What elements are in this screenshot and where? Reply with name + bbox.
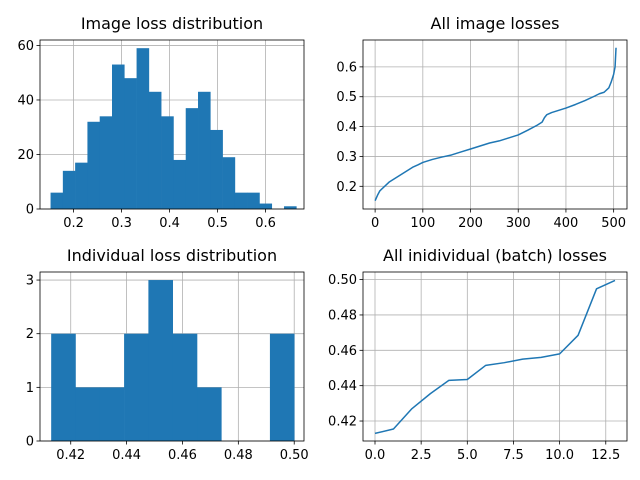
ind-hist-title: Individual loss distribution xyxy=(67,246,277,265)
img-hist-bar xyxy=(161,116,174,209)
img-hist-x-tick-label: 0.3 xyxy=(111,216,132,231)
img-hist-bar xyxy=(136,48,150,210)
batch-loss-x-tick-label: 7.5 xyxy=(503,448,524,463)
img-hist-bar xyxy=(259,203,273,209)
ind-hist-x-tick-label: 0.46 xyxy=(168,448,197,463)
img-loss-x-tick-label: 100 xyxy=(410,216,435,231)
img-loss-title: All image losses xyxy=(431,14,560,33)
img-hist-bar xyxy=(148,91,162,209)
img-hist-bar xyxy=(87,121,101,209)
ind-hist-y-tick-label: 1 xyxy=(26,381,34,396)
img-loss-x-tick-label: 400 xyxy=(554,216,579,231)
img-hist-x-tick-label: 0.5 xyxy=(207,216,228,231)
img-loss-axes-frame xyxy=(362,39,628,210)
batch-loss-y-tick-label: 0.44 xyxy=(328,379,357,394)
batch-loss-x-tick-label: 12.5 xyxy=(591,448,620,463)
batch-loss-x-tick-label: 10.0 xyxy=(545,448,574,463)
img-hist-bar xyxy=(112,64,125,209)
batch-loss-x-tick-label: 0.0 xyxy=(365,448,386,463)
img-hist-bar xyxy=(62,170,76,209)
img-hist-x-tick-label: 0.6 xyxy=(255,216,276,231)
ind-hist-bar xyxy=(148,280,173,441)
ind-hist-x-tick-label: 0.44 xyxy=(112,448,141,463)
all-image-losses-chart: 0 100 200 300 400 500 0.2 0.3 0.4 0.5 0.6 All image… xyxy=(336,14,628,231)
img-loss-x-tick-label: 200 xyxy=(458,216,483,231)
ind-hist-bar xyxy=(51,333,76,441)
ind-hist-y-tick-label: 0 xyxy=(26,435,34,450)
img-hist-bar xyxy=(75,162,88,209)
ind-hist-x-tick-label: 0.50 xyxy=(280,448,309,463)
img-hist-bar xyxy=(284,206,297,209)
img-hist-bar xyxy=(247,192,260,209)
img-hist-y-tick-label: 20 xyxy=(17,148,34,163)
img-hist-bar xyxy=(198,91,211,209)
batch-loss-title: All inidividual (batch) losses xyxy=(383,246,607,265)
ind-hist-y-tick-label: 3 xyxy=(26,274,34,289)
img-loss-series-line xyxy=(374,47,617,201)
img-hist-bar xyxy=(210,129,223,209)
img-hist-title: Image loss distribution xyxy=(81,14,263,33)
img-hist-y-tick-label: 0 xyxy=(26,203,34,218)
ind-hist-bar xyxy=(124,333,149,441)
ind-hist-bar xyxy=(197,387,222,441)
image-loss-distribution-chart: 0.2 0.3 0.4 0.5 0.6 0 20 40 60 Image loss distrib… xyxy=(17,14,305,231)
batch-loss-y-tick-label: 0.46 xyxy=(328,344,357,359)
img-hist-bar xyxy=(50,192,64,209)
img-loss-x-tick-label: 500 xyxy=(601,216,626,231)
ind-hist-x-tick-label: 0.42 xyxy=(56,448,85,463)
ind-hist-axes-frame xyxy=(39,271,305,442)
batch-loss-y-tick-label: 0.48 xyxy=(328,308,357,323)
img-loss-y-tick-label: 0.3 xyxy=(336,150,357,165)
ind-hist-bar xyxy=(99,387,125,441)
img-hist-bar xyxy=(222,157,236,209)
img-loss-x-tick-label: 300 xyxy=(506,216,531,231)
batch-loss-y-tick-label: 0.50 xyxy=(328,273,357,288)
img-loss-y-tick-label: 0.2 xyxy=(336,180,357,195)
ind-hist-bar xyxy=(269,333,295,441)
img-hist-axes-frame xyxy=(39,39,305,210)
img-hist-y-tick-label: 60 xyxy=(17,39,34,54)
img-hist-x-tick-label: 0.2 xyxy=(63,216,84,231)
img-loss-y-tick-label: 0.5 xyxy=(336,90,357,105)
batch-loss-axes-frame xyxy=(362,271,628,442)
batch-loss-x-tick-label: 5.0 xyxy=(457,448,478,463)
ind-hist-y-tick-label: 2 xyxy=(26,327,34,342)
ind-hist-x-tick-label: 0.48 xyxy=(224,448,253,463)
img-hist-y-tick-label: 40 xyxy=(17,93,34,108)
img-loss-y-tick-label: 0.4 xyxy=(336,120,357,135)
img-hist-bar xyxy=(185,108,199,209)
all-individual-batch-losses-chart: 0.0 2.5 5.0 7.5 10.0 12.5 0.42 0.44 0.46 0.48 0.50… xyxy=(328,246,628,463)
img-loss-y-tick-label: 0.6 xyxy=(336,60,357,75)
img-hist-bar xyxy=(234,192,248,209)
img-hist-bar xyxy=(173,159,187,209)
individual-loss-distribution-chart: 0.42 0.44 0.46 0.48 0.50 0 1 2 3 Individual loss … xyxy=(26,246,309,463)
batch-loss-y-tick-label: 0.42 xyxy=(328,415,357,430)
img-hist-bar xyxy=(124,78,137,210)
img-loss-x-tick-label: 0 xyxy=(371,216,379,231)
ind-hist-bar xyxy=(172,333,198,441)
img-hist-bar xyxy=(99,116,113,209)
batch-loss-x-tick-label: 2.5 xyxy=(411,448,432,463)
img-hist-x-tick-label: 0.4 xyxy=(159,216,180,231)
batch-loss-series-line xyxy=(374,279,616,435)
ind-hist-bar xyxy=(75,387,101,441)
